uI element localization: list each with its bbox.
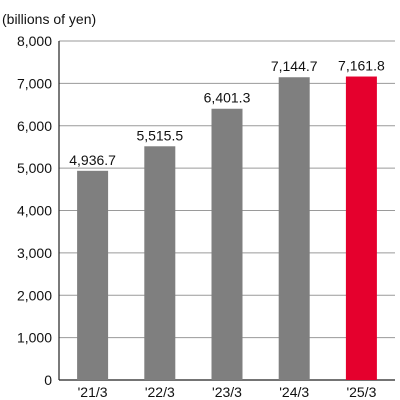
y-tick-label: 6,000 [17,118,52,134]
data-label-0: 4,936.7 [69,152,116,168]
y-tick-label: 3,000 [17,245,52,261]
x-tick-label: '22/3 [145,384,175,400]
y-tick-label: 4,000 [17,203,52,219]
bar-4 [345,76,377,380]
data-labels: 4,936.7 5,515.5 6,401.3 7,144.7 7,161.8 [69,58,385,168]
x-tick-label: '25/3 [346,384,376,400]
y-tick-label: 7,000 [17,75,52,91]
bars [77,76,377,381]
data-label-4: 7,161.8 [338,58,385,74]
data-label-2: 6,401.3 [204,90,251,106]
bar-1 [144,146,176,380]
y-tick-label: 5,000 [17,160,52,176]
data-label-3: 7,144.7 [271,58,318,74]
data-label-1: 5,515.5 [136,127,183,143]
bar-0 [77,170,109,380]
y-tick-label: 2,000 [17,287,52,303]
y-axis-unit-label: (billions of yen) [2,11,96,27]
bar-2 [211,108,243,381]
x-tick-label: '24/3 [279,384,309,400]
bar-3 [278,77,310,380]
axis-ticks: 0 1,000 2,000 3,000 4,000 5,000 6,000 7,000 8,00… [17,33,377,400]
x-tick-label: '21/3 [78,384,108,400]
y-tick-label: 0 [44,372,52,388]
y-tick-label: 1,000 [17,330,52,346]
y-tick-label: 8,000 [17,33,52,49]
x-tick-label: '23/3 [212,384,242,400]
